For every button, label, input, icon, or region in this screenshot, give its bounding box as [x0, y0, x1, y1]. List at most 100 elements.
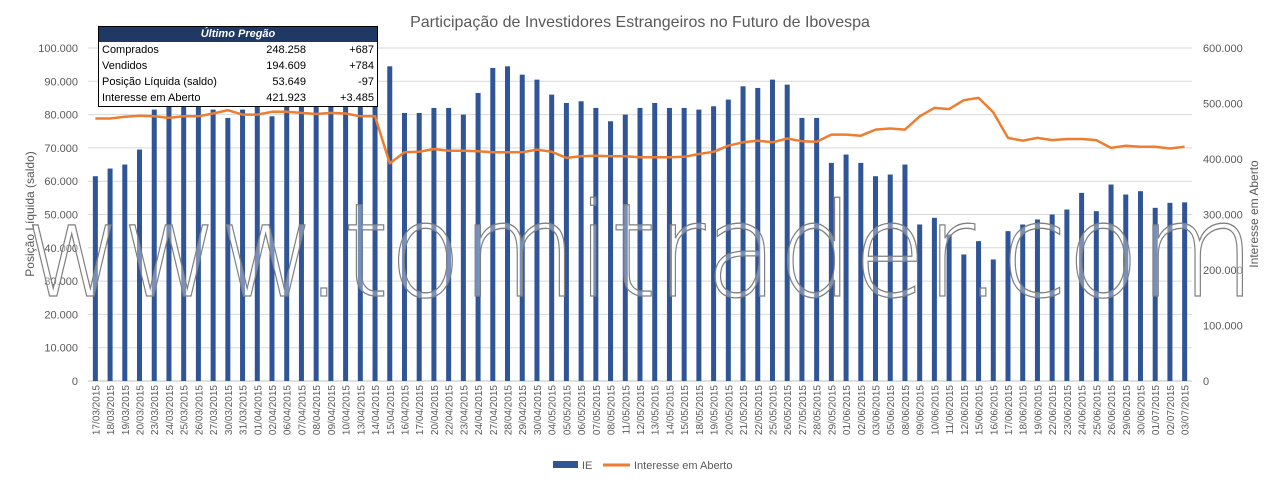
- legend-label-open-interest: Interesse em Aberto: [634, 460, 732, 472]
- bar: [1182, 202, 1188, 381]
- x-tick-label: 17/04/2015: [415, 385, 426, 435]
- x-tick-label: 21/05/2015: [739, 385, 750, 435]
- y-axis-left-label: Posição Líquida (saldo): [23, 151, 37, 276]
- legend-item-open-interest: Interesse em Aberto: [603, 460, 732, 472]
- x-tick-label: 07/04/2015: [297, 385, 308, 435]
- bar: [711, 106, 717, 382]
- bar: [431, 107, 437, 381]
- y-axis-left-ticks: 0 10.000 20.000 30.000 40.000 50.000 60.000 70.…: [38, 43, 78, 388]
- legend-swatch-ie: [553, 461, 578, 468]
- bar: [1005, 231, 1011, 381]
- bar: [902, 164, 908, 381]
- bar: [961, 254, 967, 381]
- info-row-open-interest: Interesse em Aberto 421.923 +3.485: [99, 90, 377, 106]
- x-tick-label: 12/05/2015: [636, 385, 647, 435]
- legend-label-ie: IE: [582, 460, 592, 472]
- bar: [284, 97, 290, 381]
- bar: [401, 112, 407, 381]
- x-tick-label: 30/03/2015: [224, 385, 235, 435]
- x-tick-label: 27/03/2015: [209, 385, 220, 435]
- bar: [1034, 219, 1040, 381]
- x-tick-label: 20/03/2015: [136, 385, 147, 435]
- bar: [887, 174, 893, 381]
- x-tick-label: 09/06/2015: [916, 385, 927, 435]
- bar: [195, 106, 201, 382]
- x-tick-label: 28/05/2015: [813, 385, 824, 435]
- x-tick-label: 24/06/2015: [1078, 385, 1089, 435]
- bar: [446, 107, 452, 381]
- bar: [740, 86, 746, 382]
- x-tick-label: 19/06/2015: [1033, 385, 1044, 435]
- bar: [534, 79, 540, 381]
- x-tick-label: 12/06/2015: [960, 385, 971, 435]
- x-tick-label: 16/06/2015: [989, 385, 1000, 435]
- last-session-title: Último Pregão: [99, 27, 377, 42]
- watermark-text: www.tomitrader.com: [25, 175, 1255, 327]
- bar: [1093, 211, 1099, 381]
- bar: [608, 121, 614, 381]
- bar: [755, 87, 761, 382]
- bar: [1064, 209, 1070, 381]
- bar: [92, 176, 98, 381]
- bar: [593, 107, 599, 381]
- x-tick-label: 27/05/2015: [798, 385, 809, 435]
- x-tick-label: 29/05/2015: [827, 385, 838, 435]
- x-tick-label: 02/04/2015: [268, 385, 279, 435]
- y-right-tick-label: 500.000: [1203, 99, 1243, 111]
- bar: [505, 66, 511, 381]
- info-value: 53.649: [272, 76, 306, 88]
- info-label: Comprados: [102, 44, 159, 56]
- y-left-tick-label: 100.000: [38, 43, 78, 55]
- bar: [357, 101, 363, 381]
- bar: [151, 109, 157, 381]
- x-tick-label: 06/04/2015: [283, 385, 294, 435]
- x-tick-label: 10/04/2015: [342, 385, 353, 435]
- bar: [799, 117, 805, 382]
- x-tick-label: 25/05/2015: [768, 385, 779, 435]
- x-tick-label: 23/04/2015: [459, 385, 470, 435]
- x-tick-label: 18/05/2015: [695, 385, 706, 435]
- line-series: [95, 96, 1185, 165]
- x-tick-label: 25/06/2015: [1092, 385, 1103, 435]
- bar-series: [92, 66, 1188, 382]
- y-right-tick-label: 200.000: [1203, 265, 1243, 277]
- x-tick-label: 22/06/2015: [1048, 385, 1059, 435]
- bar: [225, 117, 231, 382]
- y-left-tick-label: 70.000: [44, 143, 78, 155]
- bar: [858, 162, 864, 381]
- x-tick-label: 09/04/2015: [327, 385, 338, 435]
- x-tick-label: 30/06/2015: [1136, 385, 1147, 435]
- x-tick-label: 15/05/2015: [680, 385, 691, 435]
- x-tick-label: 17/03/2015: [91, 385, 102, 435]
- x-tick-label: 24/04/2015: [474, 385, 485, 435]
- x-tick-label: 24/03/2015: [165, 385, 176, 435]
- x-tick-label: 29/06/2015: [1122, 385, 1133, 435]
- bar: [578, 101, 584, 381]
- x-tick-label: 03/06/2015: [872, 385, 883, 435]
- bar: [313, 97, 319, 381]
- bar: [416, 112, 422, 381]
- x-tick-label: 14/04/2015: [371, 385, 382, 435]
- info-change: +784: [349, 60, 374, 72]
- legend: IE Interesse em Aberto: [553, 460, 732, 472]
- chart-title: Participação de Investidores Estrangeiro…: [410, 14, 870, 31]
- bar: [725, 99, 731, 382]
- last-session-box: Último Pregão Comprados 248.258 +687 Ven…: [98, 26, 378, 107]
- info-label: Interesse em Aberto: [102, 92, 201, 104]
- bar: [622, 114, 628, 381]
- x-tick-label: 05/05/2015: [562, 385, 573, 435]
- x-tick-label: 22/05/2015: [754, 385, 765, 435]
- bar: [917, 224, 923, 381]
- x-tick-label: 05/06/2015: [886, 385, 897, 435]
- info-value: 248.258: [266, 44, 306, 56]
- bar: [696, 109, 702, 381]
- bar: [1049, 214, 1055, 381]
- x-tick-label: 08/04/2015: [312, 385, 323, 435]
- x-tick-label: 29/04/2015: [518, 385, 529, 435]
- open-interest-line: [95, 96, 1185, 165]
- bar: [784, 84, 790, 381]
- x-tick-label: 02/06/2015: [857, 385, 868, 435]
- x-tick-label: 08/05/2015: [607, 385, 618, 435]
- bar: [343, 101, 349, 381]
- x-tick-label: 06/05/2015: [577, 385, 588, 435]
